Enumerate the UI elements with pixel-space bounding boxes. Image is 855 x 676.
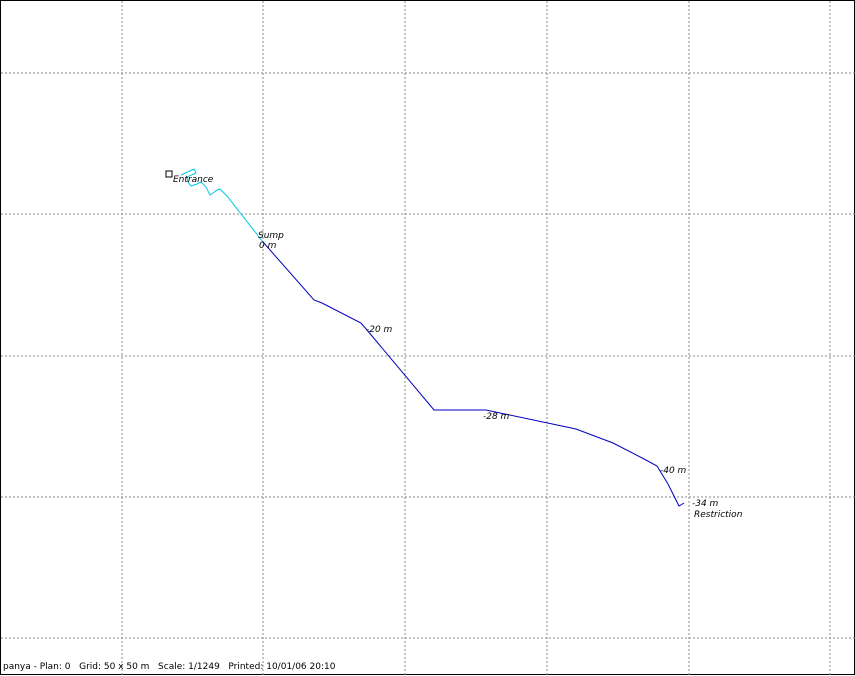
- depth-label-28: -28 m: [483, 412, 510, 422]
- entrance-marker: [165, 170, 173, 178]
- lower-passage-line: [262, 241, 685, 507]
- sump-depth-label: 0 m: [259, 241, 277, 251]
- upper-passage-line: [180, 168, 264, 243]
- depth-label-40: -40 m: [660, 466, 687, 476]
- depth-label-34: -34 m: [692, 499, 719, 509]
- restriction-label: Restriction: [694, 510, 743, 520]
- entrance-label: Entrance: [173, 175, 214, 185]
- depth-label-20: -20 m: [366, 325, 393, 335]
- footer-status: panya - Plan: 0 Grid: 50 x 50 m Scale: 1…: [3, 662, 336, 672]
- sump-label: Sump: [258, 231, 284, 241]
